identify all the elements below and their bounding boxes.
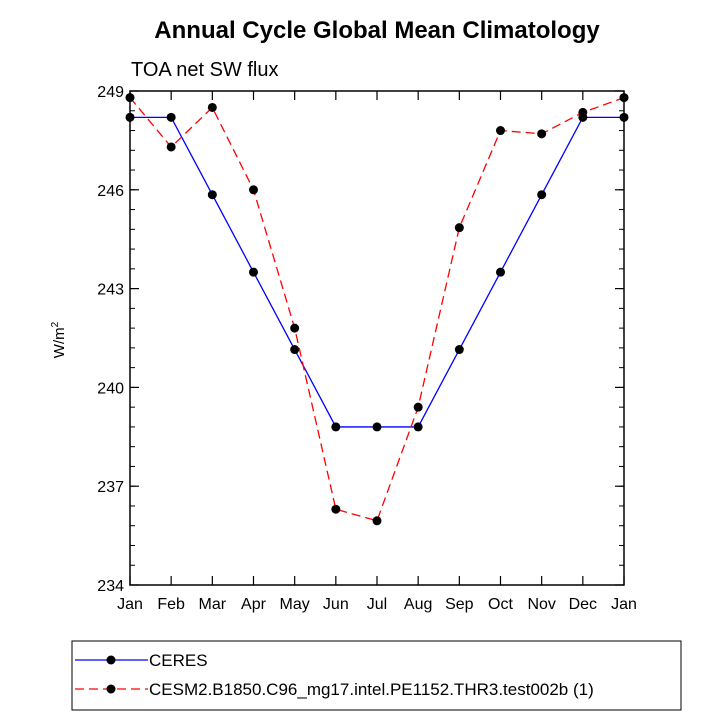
x-tick-label: Jul [367, 596, 387, 613]
data-point [207, 102, 217, 112]
series-1 [125, 112, 629, 432]
x-tick-labels: Jan Feb Mar Apr May Jun Jul Aug Sep Oct Nov Dec Jan [117, 596, 637, 613]
data-point [207, 190, 217, 200]
data-point [290, 345, 300, 355]
data-point [454, 223, 464, 233]
data-point [249, 185, 258, 195]
legend-label: CERES [149, 651, 208, 670]
x-tick-label: Apr [241, 596, 267, 613]
legend-label: CESM2.B1850.C96_mg17.intel.PE1152.THR3.t… [149, 680, 594, 699]
y-tick-label: 237 [97, 479, 124, 496]
y-tick-label: 249 [97, 84, 124, 101]
data-point [166, 142, 176, 152]
y-tick-label: 234 [97, 578, 124, 595]
x-tick-label: May [280, 596, 310, 613]
x-tick-label: Aug [404, 596, 432, 613]
legend-marker [106, 684, 116, 694]
data-point [413, 402, 423, 412]
y-axis-label: W/m2 [50, 321, 68, 358]
data-point [454, 345, 464, 355]
data-point [331, 422, 341, 432]
y-tick-label: 243 [97, 282, 124, 299]
x-tick-label: Dec [569, 596, 597, 613]
data-point [249, 267, 258, 277]
x-tick-label: Mar [199, 596, 227, 613]
data-point [413, 422, 423, 432]
data-point [496, 267, 505, 277]
y-tick-labels: 234 237 240 243 246 249 [97, 84, 124, 595]
data-point [537, 129, 547, 139]
x-tick-label: Jan [117, 596, 143, 613]
data-point [496, 126, 505, 136]
x-tick-label: Oct [488, 596, 513, 613]
data-point [372, 422, 382, 432]
series-2 [125, 93, 629, 526]
data-point [166, 112, 176, 122]
data-point [537, 190, 547, 200]
plot-frame [129, 90, 625, 586]
series-line [129, 96, 625, 522]
x-tick-label: Jan [611, 596, 637, 613]
legend-box [71, 640, 682, 711]
series-layer [125, 93, 629, 526]
axis-ticks [129, 90, 625, 586]
x-tick-label: Jun [323, 596, 349, 613]
chart-subtitle: TOA net SW flux [131, 59, 278, 81]
x-tick-label: Nov [527, 596, 555, 613]
y-tick-label: 246 [97, 183, 124, 200]
legend: CERES CESM2.B1850.C96_mg17.intel.PE1152.T… [71, 640, 682, 711]
data-point [578, 107, 588, 117]
data-point [290, 323, 300, 333]
x-tick-label: Sep [445, 596, 474, 613]
chart-title: Annual Cycle Global Mean Climatology [154, 17, 600, 44]
series-line [130, 116, 624, 428]
data-point [372, 516, 382, 526]
x-tick-label: Feb [157, 596, 185, 613]
legend-marker [106, 655, 116, 665]
y-tick-label: 240 [97, 380, 124, 397]
data-point [331, 504, 341, 514]
